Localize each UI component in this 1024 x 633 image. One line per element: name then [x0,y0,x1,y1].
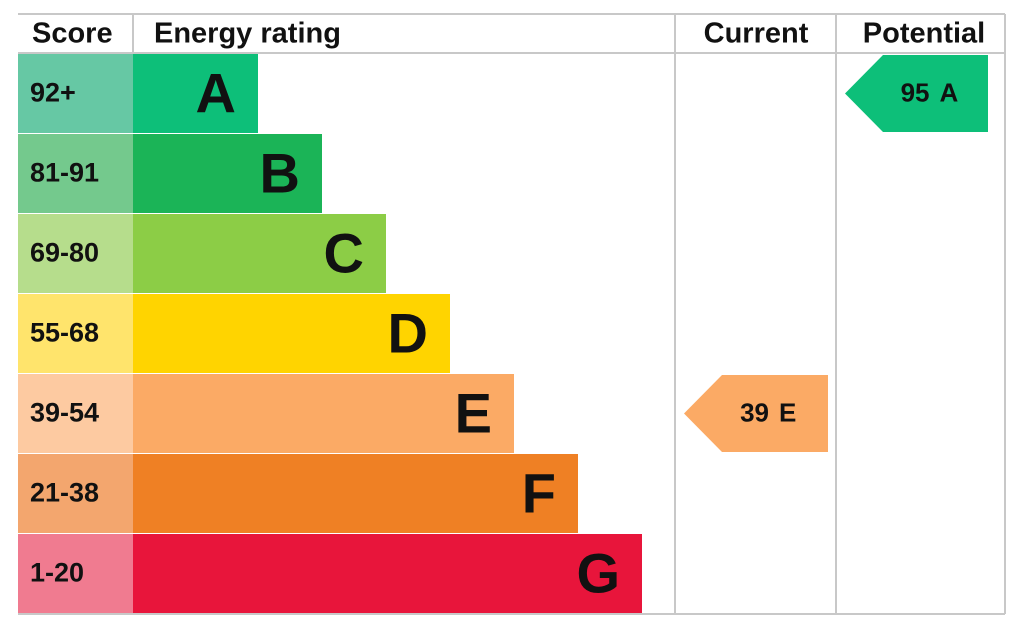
rating-bar [133,134,322,213]
score-label: 69-80 [30,238,99,268]
header-current: Current [704,18,809,50]
rating-bar [133,374,514,453]
score-cell [18,214,133,293]
rating-letter: C [324,221,364,284]
current-arrow [684,375,828,452]
score-cell [18,294,133,373]
header-score: Score [32,18,113,50]
score-label: 1-20 [30,558,84,588]
rating-bar [133,534,642,613]
score-label: 39-54 [30,398,99,428]
score-cell [18,134,133,213]
rating-bar [133,294,450,373]
rating-letter: D [388,301,428,364]
current-rating: E [779,397,796,427]
rating-letter: B [260,141,300,204]
rating-letter: F [522,461,556,524]
potential-rating: A [940,77,959,107]
grid [18,13,1006,615]
rating-letter: G [576,541,620,604]
score-cell [18,374,133,453]
current-value: 39 [740,397,769,427]
rating-bar [133,214,386,293]
rating-letter: A [196,61,236,124]
score-cell [18,534,133,613]
potential-value: 95 [901,77,930,107]
score-label: 55-68 [30,318,99,348]
header-rating: Energy rating [154,18,341,50]
score-label: 21-38 [30,478,99,508]
score-cell [18,54,133,133]
score-label: 81-91 [30,158,99,188]
score-label: 92+ [30,78,76,108]
potential-arrow [845,55,988,132]
rating-bar [133,454,578,533]
rating-bar [133,54,258,133]
rating-letter: E [455,381,492,444]
header-potential: Potential [863,18,985,50]
score-cell [18,454,133,533]
